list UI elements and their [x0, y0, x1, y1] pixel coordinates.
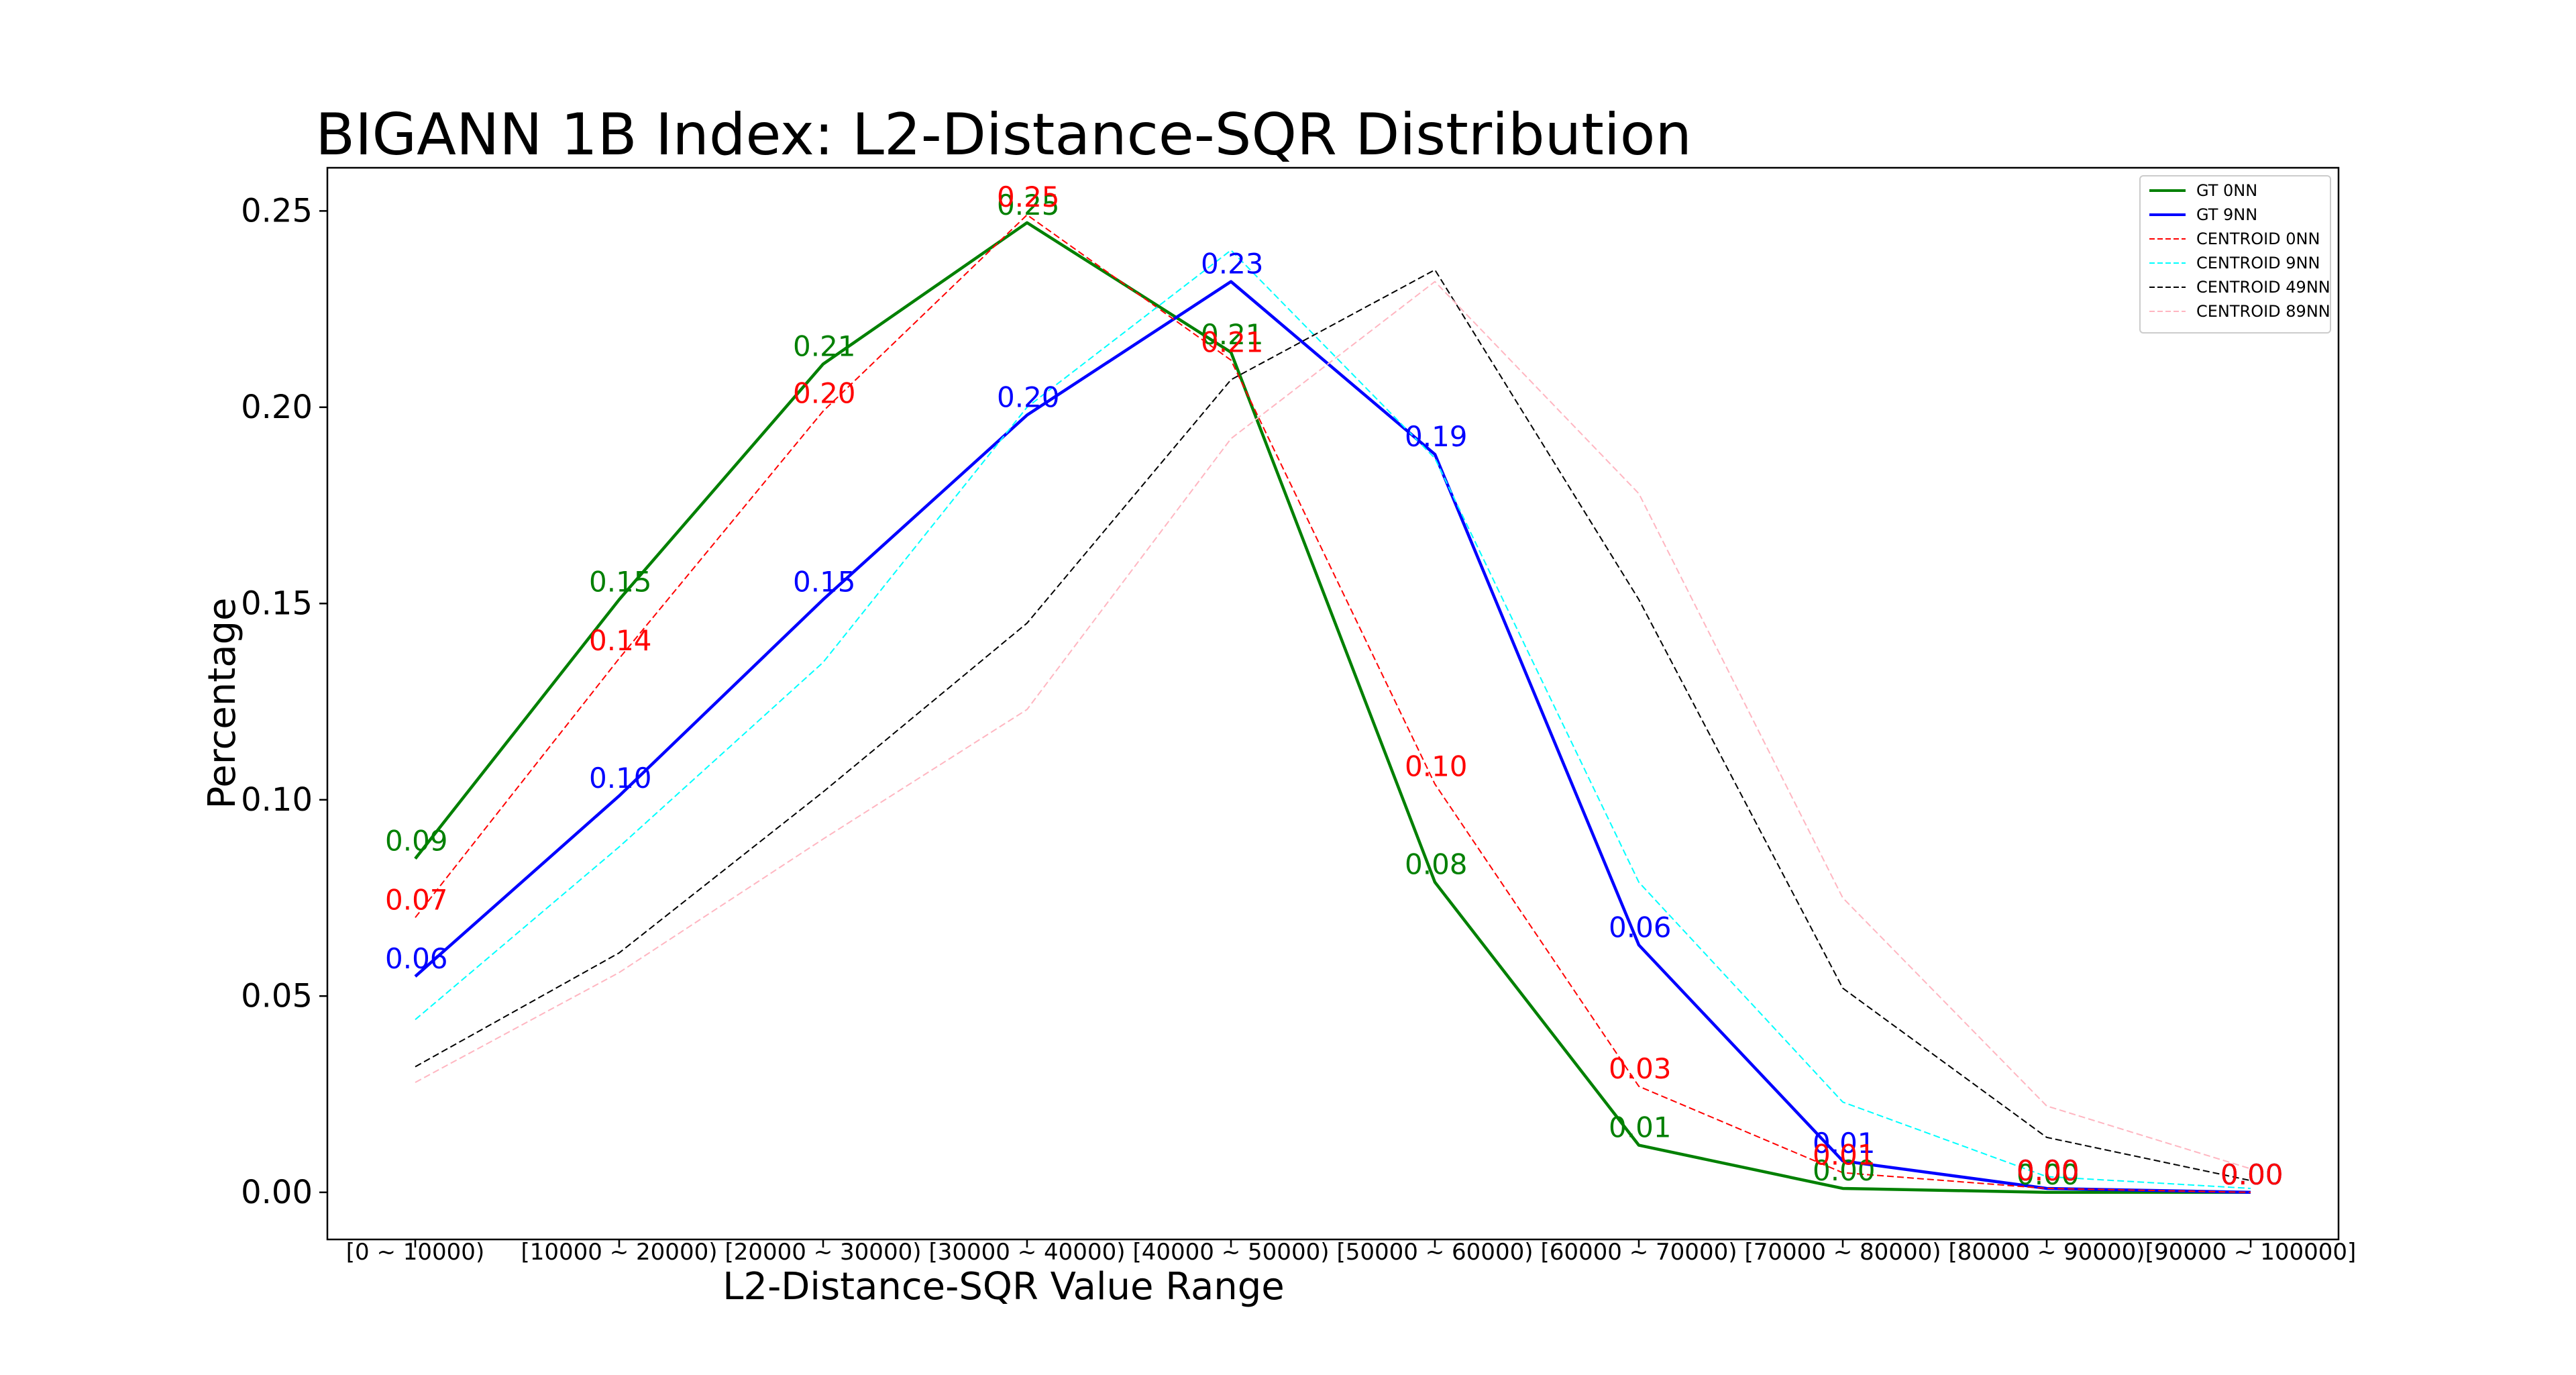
data-label: 0.00 [2220, 1158, 2284, 1191]
data-label: 0.07 [385, 883, 448, 916]
legend-label: GT 0NN [2196, 181, 2257, 200]
x-tick-label: [20000 ~ 30000) [725, 1239, 922, 1266]
data-label: 0.10 [589, 762, 652, 795]
data-label: 0.06 [1609, 911, 1672, 944]
y-axis-label: Percentage [201, 597, 244, 809]
plot-area-frame [326, 166, 2340, 1241]
legend-label: CENTROID 9NN [2196, 254, 2320, 272]
data-labels: 0.090.150.210.250.210.080.010.00 0.00 0.00… [385, 181, 2284, 1191]
y-tick-label: 0.05 [241, 977, 313, 1015]
y-tick-label: 0.10 [241, 781, 313, 819]
data-label: 0.09 [385, 825, 448, 858]
x-tick-label: [30000 ~ 40000) [929, 1239, 1126, 1266]
data-label: 0.19 [1405, 420, 1468, 453]
legend-label: CENTROID 0NN [2196, 230, 2320, 248]
data-label: 0.00 [2017, 1158, 2080, 1191]
data-label: 0.00 [2220, 1158, 2284, 1191]
y-tick-label: 0.25 [241, 192, 313, 230]
series-line-centroid-9nn [415, 249, 2251, 1189]
y-tick-label: 0.20 [241, 389, 313, 426]
x-axis-label: L2-Distance-SQR Value Range [722, 1265, 1285, 1309]
series-line-gt-9nn [414, 280, 2251, 1194]
x-axis: [0 ~ 10000) [10000 ~ 20000) [20000 ~ 30000… [346, 1239, 2357, 1266]
series-line-centroid-0nn [415, 214, 2251, 1193]
legend-label: GT 9NN [2196, 205, 2257, 224]
y-axis: 0.00 0.05 0.10 0.15 0.20 0.25 [241, 192, 327, 1211]
data-label: 0.03 [1609, 1052, 1672, 1085]
data-label: 0.10 [1405, 750, 1468, 782]
data-label: 0.20 [793, 377, 856, 410]
data-label: 0.21 [1201, 318, 1264, 351]
data-label: 0.06 [385, 942, 448, 975]
x-tick-label: [80000 ~ 90000) [1949, 1239, 2145, 1266]
series-line-gt-0nn [414, 221, 2251, 1194]
legend-box [2139, 175, 2331, 334]
data-label: 0.00 [2017, 1154, 2080, 1187]
data-label: 0.21 [793, 329, 856, 362]
x-tick-label: [10000 ~ 20000) [521, 1239, 718, 1266]
y-tick-label: 0.15 [241, 584, 313, 622]
data-label: 0.23 [1201, 248, 1264, 281]
series-line-centroid-89nn [415, 281, 2251, 1170]
x-tick-label: [90000 ~ 100000] [2145, 1239, 2357, 1266]
x-tick-label: [60000 ~ 70000) [1541, 1239, 1737, 1266]
data-label: 0.21 [1201, 326, 1264, 359]
data-label: 0.01 [1609, 1111, 1672, 1144]
data-label: 0.14 [589, 624, 652, 657]
x-tick-label: [0 ~ 10000) [346, 1239, 484, 1266]
legend: GT 0NN GT 9NN CENTROID 0NN CENTROID 9NN CENT… [2139, 175, 2331, 334]
data-label: 0.25 [997, 181, 1060, 213]
data-label: 0.01 [1813, 1139, 1876, 1172]
data-label: 0.00 [2017, 1154, 2080, 1187]
data-label: 0.15 [793, 565, 856, 598]
data-label: 0.01 [1813, 1127, 1876, 1160]
series-lines [414, 214, 2251, 1194]
x-tick-label: [50000 ~ 60000) [1337, 1239, 1534, 1266]
data-label: 0.15 [589, 565, 652, 598]
data-label: 0.20 [997, 381, 1060, 414]
legend-label: CENTROID 49NN [2196, 278, 2330, 297]
y-tick-label: 0.00 [241, 1174, 313, 1211]
data-label: 0.00 [2220, 1158, 2284, 1191]
chart-title: BIGANN 1B Index: L2-Distance-SQR Distrib… [315, 101, 1692, 168]
data-label: 0.00 [1813, 1154, 1876, 1187]
x-tick-label: [70000 ~ 80000) [1745, 1239, 1941, 1266]
data-label: 0.08 [1405, 848, 1468, 881]
x-tick-label: [40000 ~ 50000) [1133, 1239, 1330, 1266]
data-label: 0.25 [997, 189, 1060, 221]
legend-label: CENTROID 89NN [2196, 302, 2330, 321]
series-line-centroid-49nn [415, 269, 2251, 1182]
